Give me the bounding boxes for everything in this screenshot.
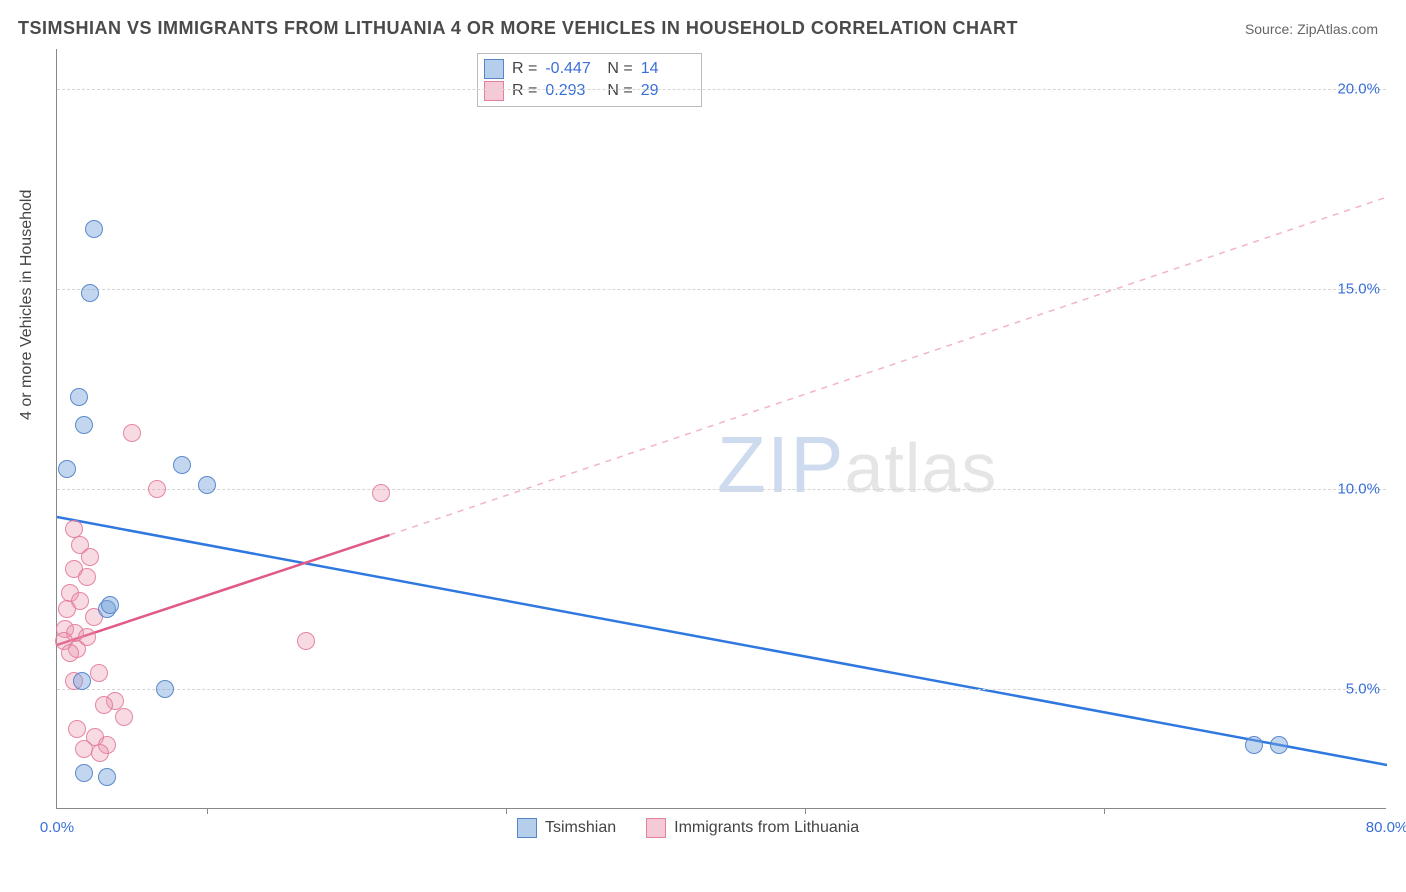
scatter-point-pink bbox=[123, 424, 141, 442]
legend-item-pink: Immigrants from Lithuania bbox=[646, 818, 859, 838]
watermark: ZIPatlas bbox=[717, 419, 997, 511]
watermark-accent: ZIP bbox=[717, 420, 844, 509]
x-tick bbox=[805, 808, 806, 814]
r-label: R = bbox=[512, 82, 537, 100]
x-tick bbox=[1104, 808, 1105, 814]
scatter-point-pink bbox=[78, 568, 96, 586]
scatter-point-blue bbox=[70, 388, 88, 406]
scatter-point-pink bbox=[75, 740, 93, 758]
swatch-pink bbox=[484, 81, 504, 101]
swatch-blue bbox=[484, 59, 504, 79]
scatter-point-blue bbox=[75, 764, 93, 782]
scatter-point-pink bbox=[61, 644, 79, 662]
r-label: R = bbox=[512, 60, 537, 78]
swatch-blue bbox=[517, 818, 537, 838]
legend-row-pink: R = 0.293 N = 29 bbox=[484, 80, 695, 102]
y-tick-label: 20.0% bbox=[1337, 81, 1380, 98]
legend-item-blue: Tsimshian bbox=[517, 818, 616, 838]
trend-line bbox=[390, 197, 1388, 535]
scatter-point-blue bbox=[1270, 736, 1288, 754]
scatter-point-blue bbox=[85, 220, 103, 238]
legend-row-blue: R = -0.447 N = 14 bbox=[484, 58, 695, 80]
scatter-point-pink bbox=[372, 484, 390, 502]
grid-line bbox=[57, 89, 1386, 90]
watermark-rest: atlas bbox=[844, 429, 997, 507]
scatter-point-blue bbox=[75, 416, 93, 434]
y-tick-label: 15.0% bbox=[1337, 281, 1380, 298]
correlation-legend: R = -0.447 N = 14 R = 0.293 N = 29 bbox=[477, 53, 702, 107]
scatter-point-blue bbox=[98, 768, 116, 786]
scatter-point-blue bbox=[101, 596, 119, 614]
y-tick-label: 5.0% bbox=[1346, 681, 1380, 698]
trend-line bbox=[57, 517, 1387, 765]
x-tick-label-left: 0.0% bbox=[40, 819, 74, 836]
scatter-point-blue bbox=[58, 460, 76, 478]
trend-lines-layer bbox=[57, 49, 1387, 809]
grid-line bbox=[57, 289, 1386, 290]
scatter-point-pink bbox=[297, 632, 315, 650]
scatter-point-pink bbox=[81, 548, 99, 566]
chart-title: TSIMSHIAN VS IMMIGRANTS FROM LITHUANIA 4… bbox=[18, 18, 1018, 39]
scatter-point-pink bbox=[68, 720, 86, 738]
legend-label-pink: Immigrants from Lithuania bbox=[674, 819, 859, 837]
r-value-pink: 0.293 bbox=[545, 82, 599, 100]
x-tick bbox=[506, 808, 507, 814]
swatch-pink bbox=[646, 818, 666, 838]
scatter-point-blue bbox=[1245, 736, 1263, 754]
n-value-blue: 14 bbox=[641, 60, 695, 78]
n-label: N = bbox=[607, 60, 632, 78]
scatter-plot-area: R = -0.447 N = 14 R = 0.293 N = 29 ZIPat… bbox=[56, 49, 1386, 809]
y-tick-label: 10.0% bbox=[1337, 481, 1380, 498]
x-tick-label-right: 80.0% bbox=[1366, 819, 1406, 836]
scatter-point-pink bbox=[148, 480, 166, 498]
scatter-point-blue bbox=[198, 476, 216, 494]
trend-line bbox=[57, 535, 390, 645]
series-legend: Tsimshian Immigrants from Lithuania bbox=[517, 818, 859, 838]
n-value-pink: 29 bbox=[641, 82, 695, 100]
scatter-point-pink bbox=[91, 744, 109, 762]
grid-line bbox=[57, 489, 1386, 490]
x-tick bbox=[207, 808, 208, 814]
scatter-point-blue bbox=[156, 680, 174, 698]
y-axis-label: 4 or more Vehicles in Household bbox=[18, 190, 36, 420]
scatter-point-pink bbox=[90, 664, 108, 682]
source-attribution: Source: ZipAtlas.com bbox=[1245, 21, 1378, 37]
scatter-point-blue bbox=[73, 672, 91, 690]
scatter-point-pink bbox=[95, 696, 113, 714]
r-value-blue: -0.447 bbox=[545, 60, 599, 78]
grid-line bbox=[57, 689, 1386, 690]
scatter-point-pink bbox=[115, 708, 133, 726]
scatter-point-blue bbox=[173, 456, 191, 474]
scatter-point-blue bbox=[81, 284, 99, 302]
n-label: N = bbox=[607, 82, 632, 100]
scatter-point-pink bbox=[58, 600, 76, 618]
legend-label-blue: Tsimshian bbox=[545, 819, 616, 837]
